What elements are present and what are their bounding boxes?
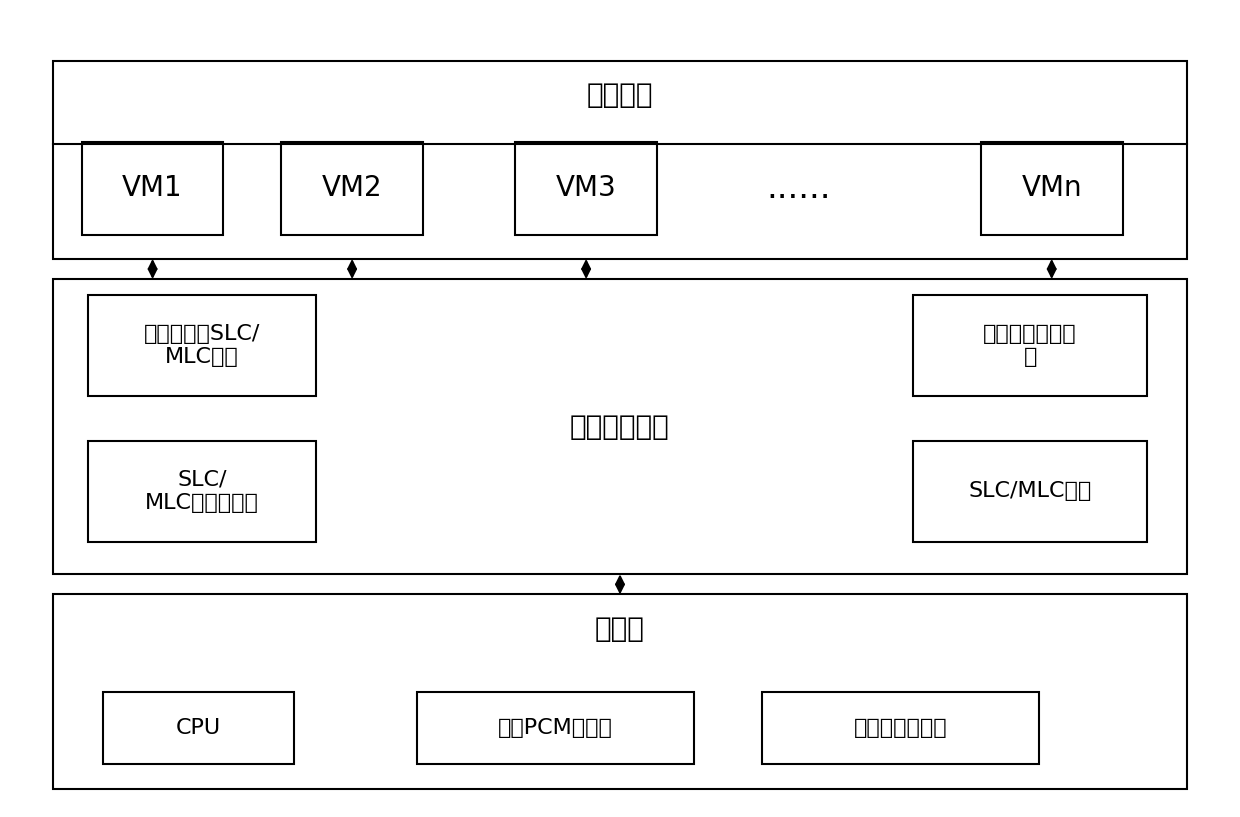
FancyBboxPatch shape — [761, 691, 1039, 765]
Text: 虚拟化管理层: 虚拟化管理层 — [570, 413, 670, 440]
FancyBboxPatch shape — [53, 279, 1187, 574]
FancyBboxPatch shape — [913, 441, 1147, 542]
FancyBboxPatch shape — [281, 141, 423, 234]
Text: CPU: CPU — [176, 718, 221, 738]
Text: VMn: VMn — [1022, 174, 1083, 202]
Text: 基于PCM的主存: 基于PCM的主存 — [498, 718, 613, 738]
Text: 基于闪存的外存: 基于闪存的外存 — [853, 718, 947, 738]
Text: VM3: VM3 — [556, 174, 616, 202]
FancyBboxPatch shape — [913, 295, 1147, 396]
FancyBboxPatch shape — [103, 691, 294, 765]
FancyBboxPatch shape — [88, 441, 316, 542]
FancyBboxPatch shape — [417, 691, 694, 765]
FancyBboxPatch shape — [981, 141, 1122, 234]
Text: SLC/
MLC地址转换表: SLC/ MLC地址转换表 — [145, 470, 259, 513]
Text: VM2: VM2 — [322, 174, 382, 202]
FancyBboxPatch shape — [516, 141, 657, 234]
Text: 硬件层: 硬件层 — [595, 614, 645, 643]
Text: 基于应用的SLC/
MLC分配: 基于应用的SLC/ MLC分配 — [144, 324, 260, 368]
FancyBboxPatch shape — [88, 295, 316, 396]
Text: 多虚拟机气球膨
胀: 多虚拟机气球膨 胀 — [983, 324, 1078, 368]
FancyBboxPatch shape — [53, 60, 1187, 259]
Text: VM1: VM1 — [123, 174, 182, 202]
FancyBboxPatch shape — [82, 141, 223, 234]
Text: ......: ...... — [766, 172, 831, 204]
Text: 虚拟机层: 虚拟机层 — [587, 81, 653, 109]
FancyBboxPatch shape — [53, 595, 1187, 788]
Text: SLC/MLC转换: SLC/MLC转换 — [968, 481, 1091, 502]
